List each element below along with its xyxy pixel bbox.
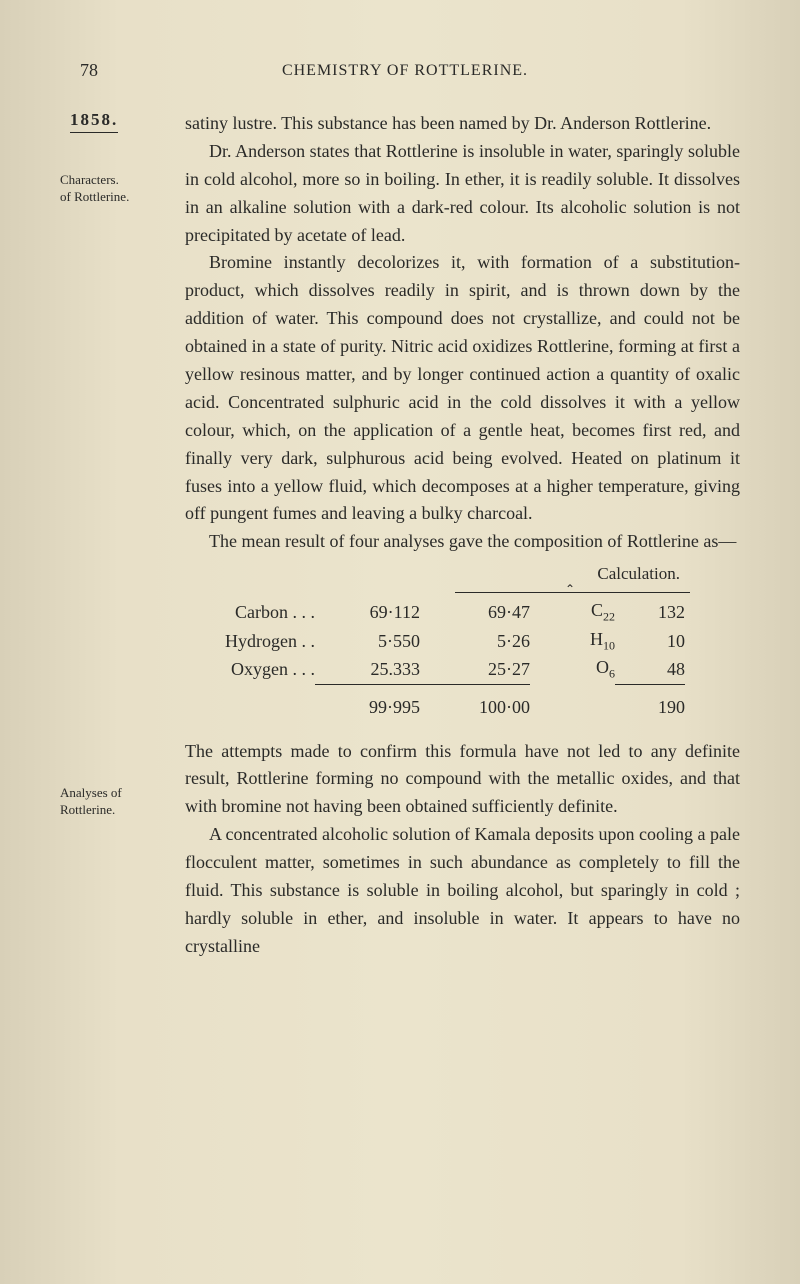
row-label: Hydrogen . . — [185, 627, 315, 656]
total-cell: 99·995 — [315, 689, 420, 720]
final-text: The attempts made to confirm this formul… — [185, 738, 740, 961]
cell: 69·112 — [315, 598, 420, 627]
totals-row: 99·995 100·00 190 — [185, 689, 685, 720]
row-label: Oxygen . . . — [185, 655, 315, 684]
margin-note-line: Rottlerine. — [60, 802, 115, 817]
cell-symbol: O6 — [530, 655, 615, 684]
year-underline — [70, 132, 118, 133]
cell-symbol: C22 — [530, 598, 615, 627]
paragraph: satiny lustre. This substance has been n… — [185, 110, 740, 138]
margin-note-line: Characters. — [60, 172, 119, 187]
table-row: Oxygen . . . 25.333 25·27 O6 48 — [185, 655, 685, 684]
calculation-brace: ⌃ — [185, 586, 740, 598]
paragraph: Dr. Anderson states that Rottlerine is i… — [185, 138, 740, 250]
cell: 69·47 — [420, 598, 530, 627]
paragraph: Bromine instantly decolorizes it, with f… — [185, 249, 740, 528]
cell-symbol: H10 — [530, 627, 615, 656]
body-text: satiny lustre. This substance has been n… — [185, 110, 740, 556]
brace-caret-icon: ⌃ — [565, 582, 575, 597]
margin-note-analyses: Analyses of Rottlerine. — [60, 785, 160, 819]
total-cell: 190 — [615, 689, 685, 720]
cell: 25·27 — [420, 655, 530, 684]
table-row: Hydrogen . . 5·550 5·26 H10 10 — [185, 627, 685, 656]
calculation-label: Calculation. — [70, 564, 740, 584]
cell: 10 — [615, 627, 685, 656]
page-container: 78 CHEMISTRY OF ROTTLERINE. 1858. Charac… — [0, 0, 800, 1021]
running-head: CHEMISTRY OF ROTTLERINE. — [70, 60, 740, 80]
paragraph: The attempts made to confirm this formul… — [185, 738, 740, 822]
margin-note-line: of Rottlerine. — [60, 189, 129, 204]
paragraph: A concentrated alcoholic solution of Kam… — [185, 821, 740, 960]
paragraph: The mean result of four analyses gave th… — [185, 528, 740, 556]
page-number: 78 — [80, 60, 98, 81]
margin-note-characters: Characters. of Rottlerine. — [60, 172, 160, 206]
cell: 48 — [615, 655, 685, 684]
margin-note-line: Analyses of — [60, 785, 122, 800]
table-row: Carbon . . . 69·112 69·47 C22 132 — [185, 598, 685, 627]
composition-table: Carbon . . . 69·112 69·47 C22 132 Hydrog… — [185, 598, 685, 719]
row-label: Carbon . . . — [185, 598, 315, 627]
year-label: 1858. — [70, 110, 118, 130]
total-cell: 100·00 — [420, 689, 530, 720]
cell: 25.333 — [315, 655, 420, 684]
cell: 5·550 — [315, 627, 420, 656]
cell: 132 — [615, 598, 685, 627]
cell: 5·26 — [420, 627, 530, 656]
